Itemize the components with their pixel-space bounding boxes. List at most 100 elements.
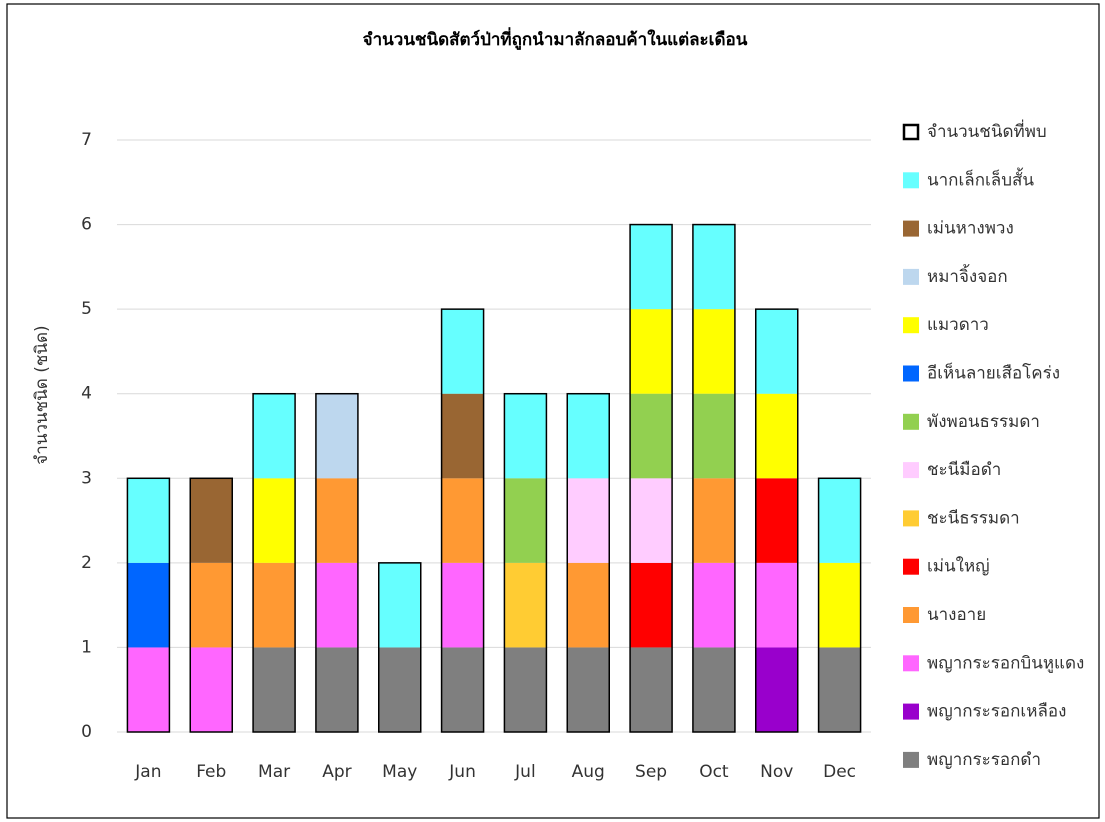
bar-segment bbox=[692, 478, 735, 563]
legend-swatch bbox=[903, 607, 919, 623]
x-tick-label: Oct bbox=[699, 762, 729, 782]
bar-segment bbox=[504, 647, 547, 732]
total-outline bbox=[817, 477, 862, 733]
legend-label: ชะนีธรรมดา bbox=[927, 508, 1020, 528]
bar-segment bbox=[441, 393, 484, 479]
bar-segment bbox=[755, 647, 798, 732]
x-tick-label: Sep bbox=[635, 762, 667, 782]
legend-swatch bbox=[903, 413, 919, 430]
bar-segment bbox=[692, 309, 735, 394]
bar-segment bbox=[630, 478, 673, 563]
bar-segment bbox=[127, 647, 170, 732]
legend-label: นากเล็กเล็บสั้น bbox=[927, 167, 1034, 190]
total-outline bbox=[755, 308, 799, 733]
bar-segment bbox=[315, 562, 358, 648]
legend-swatch bbox=[902, 123, 920, 141]
bar-segment bbox=[630, 647, 673, 732]
legend-swatch bbox=[903, 510, 919, 527]
x-tick-label: Apr bbox=[322, 762, 351, 782]
y-tick-label: 4 bbox=[81, 384, 92, 404]
bar-segment bbox=[253, 647, 296, 732]
legend-label: ชะนีมือดำ bbox=[927, 460, 1001, 480]
bar-segment bbox=[378, 562, 421, 648]
bar-segment bbox=[504, 478, 547, 563]
bar-segment bbox=[190, 478, 233, 563]
legend-label: พญากระรอกบินหูแดง bbox=[927, 653, 1084, 673]
bar-segment bbox=[567, 562, 610, 648]
legend-label: เม่นหางพวง bbox=[927, 219, 1014, 239]
bar-segment bbox=[504, 562, 547, 648]
bar-segment bbox=[190, 647, 233, 732]
total-outline bbox=[378, 562, 422, 733]
bar-segment bbox=[504, 393, 547, 479]
total-outline bbox=[252, 392, 296, 733]
bar-segment bbox=[315, 647, 358, 732]
legend-swatch bbox=[903, 703, 919, 720]
y-tick-label: 3 bbox=[81, 468, 92, 488]
bar-segment bbox=[315, 393, 358, 479]
bar-segment bbox=[818, 647, 861, 732]
bar-segment bbox=[755, 393, 798, 479]
legend-swatch bbox=[903, 172, 919, 189]
total-outline bbox=[692, 223, 736, 733]
bar-segment bbox=[818, 478, 861, 563]
bar-segment bbox=[253, 562, 296, 648]
x-tick-label: Dec bbox=[823, 762, 856, 782]
total-outline bbox=[189, 477, 233, 733]
bar-segment bbox=[567, 478, 610, 563]
legend-label: แมวดาว bbox=[927, 315, 989, 335]
y-axis-label: จำนวนชนิด (ชนิด) bbox=[32, 325, 52, 464]
total-outline bbox=[629, 223, 673, 733]
bar-segment bbox=[441, 309, 484, 394]
bar-segment bbox=[755, 478, 798, 563]
bar-segment bbox=[630, 309, 673, 394]
bar-segment bbox=[755, 309, 798, 394]
y-tick-label: 7 bbox=[81, 130, 92, 150]
legend-label: พญากระรอกดำ bbox=[927, 750, 1041, 770]
legend-swatch bbox=[903, 317, 919, 334]
total-outline bbox=[315, 392, 359, 733]
bar-segment bbox=[818, 562, 861, 648]
total-outline bbox=[440, 308, 485, 733]
bar-segment bbox=[692, 393, 735, 479]
x-tick-label: Jan bbox=[134, 762, 161, 782]
bar-segment bbox=[190, 562, 233, 648]
legend-label: หมาจิ้งจอก bbox=[927, 264, 1008, 287]
bar-segment bbox=[630, 562, 673, 648]
x-tick-label: Feb bbox=[196, 762, 226, 782]
total-outline bbox=[503, 392, 548, 733]
y-tick-label: 6 bbox=[81, 215, 92, 235]
total-outline bbox=[566, 392, 610, 733]
bar-segment bbox=[630, 224, 673, 310]
bar-segment bbox=[567, 647, 610, 732]
legend-swatch bbox=[903, 558, 919, 575]
legend-swatch bbox=[903, 751, 919, 768]
legend-label: นางอาย bbox=[927, 605, 986, 625]
x-tick-label: Jul bbox=[514, 762, 536, 782]
bar-segment bbox=[253, 393, 296, 479]
bar-segment bbox=[692, 562, 735, 648]
bar-segment bbox=[755, 562, 798, 648]
bar-segment bbox=[127, 478, 170, 563]
legend-label: พังพอนธรรมดา bbox=[927, 412, 1040, 432]
bar-segment bbox=[441, 647, 484, 732]
y-tick-label: 0 bbox=[81, 722, 92, 742]
bar-segment bbox=[315, 478, 358, 563]
total-outline bbox=[126, 477, 171, 733]
x-tick-label: Nov bbox=[760, 762, 793, 782]
legend-label: เม่นใหญ่ bbox=[927, 556, 990, 577]
y-tick-label: 5 bbox=[81, 299, 92, 319]
bar-segment bbox=[127, 562, 170, 648]
legend-label: อีเห็นลายเสือโคร่ง bbox=[927, 362, 1060, 384]
legend-swatch bbox=[903, 220, 919, 237]
legend-swatch bbox=[903, 268, 919, 285]
x-tick-label: Jun bbox=[448, 762, 476, 782]
y-tick-label: 1 bbox=[81, 637, 92, 657]
y-tick-label: 2 bbox=[81, 553, 92, 573]
x-tick-label: Mar bbox=[258, 762, 290, 782]
bar-segment bbox=[441, 478, 484, 563]
bar-segment bbox=[567, 393, 610, 479]
bar-segment bbox=[378, 647, 421, 732]
legend-swatch bbox=[903, 655, 919, 672]
